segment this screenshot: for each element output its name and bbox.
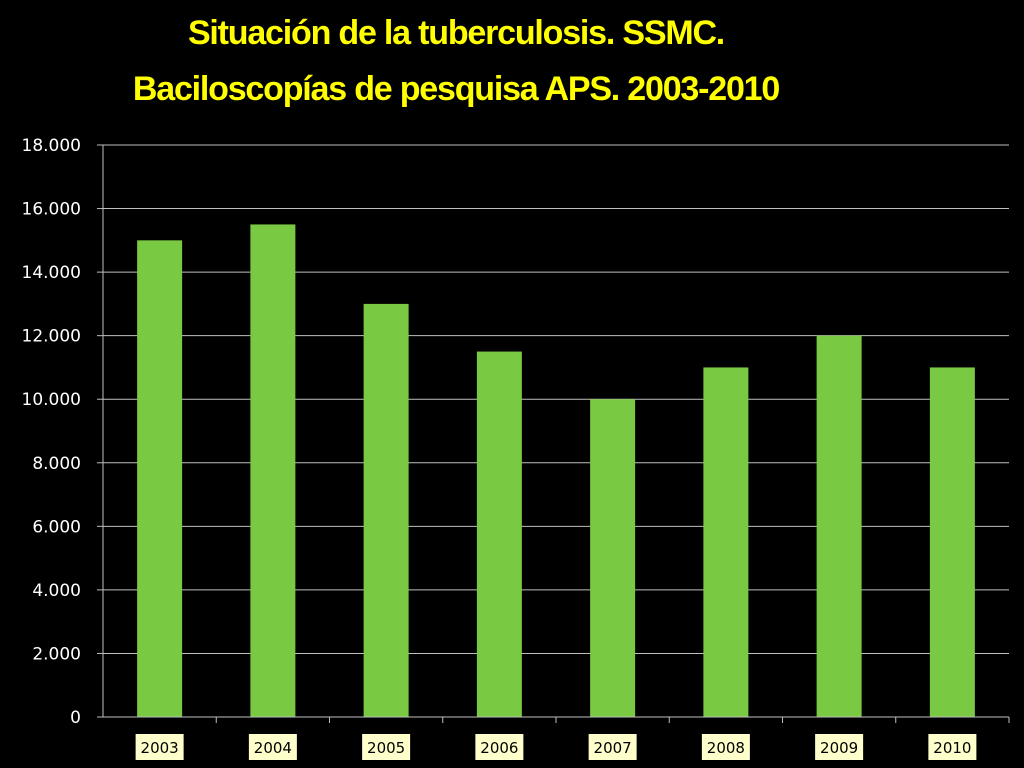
bar-2010 <box>929 367 975 717</box>
y-tick-label: 0 <box>70 708 81 728</box>
x-tick-label: 2009 <box>820 739 858 757</box>
slide-title-line-2: Baciloscopías de pesquisa APS. 2003-2010 <box>132 70 780 108</box>
y-tick-label: 6.000 <box>32 517 81 537</box>
y-tick-label: 16.000 <box>22 200 81 220</box>
x-tick-label: 2010 <box>933 739 971 757</box>
y-tick-label: 18.000 <box>22 136 81 156</box>
bar-2008 <box>703 367 749 717</box>
x-label-box <box>588 734 637 760</box>
y-tick-label: 2.000 <box>32 644 81 664</box>
y-tick-label: 12.000 <box>22 327 81 347</box>
x-label-box <box>475 734 524 760</box>
x-label-box <box>362 734 411 760</box>
gridlines <box>103 144 1009 654</box>
x-label-box <box>815 734 864 760</box>
bar-2003 <box>137 240 183 718</box>
x-label-box <box>928 734 977 760</box>
x-tick-label: 2007 <box>594 739 632 757</box>
y-tick-label: 10.000 <box>22 390 81 410</box>
x-tick-label: 2003 <box>141 739 179 757</box>
x-tick-label: 2008 <box>707 739 745 757</box>
x-label-box <box>701 734 750 760</box>
bar-2007 <box>590 399 636 717</box>
bar-2009 <box>816 335 862 717</box>
bar-2004 <box>250 224 296 717</box>
y-tick-label: 14.000 <box>22 263 81 283</box>
x-label-box <box>135 734 184 760</box>
x-tick-label: 2004 <box>254 739 292 757</box>
x-label-box <box>248 734 297 760</box>
bar-2006 <box>476 351 522 717</box>
y-tick-label: 4.000 <box>32 581 81 601</box>
bars <box>137 224 975 718</box>
slide-title-line-1: Situación de la tuberculosis. SSMC. <box>187 14 725 52</box>
x-tick-label: 2005 <box>367 739 405 757</box>
y-axis: 0 2.000 4.000 6.000 8.000 10.000 12.000 14.000 1… <box>22 136 104 728</box>
bar-2005 <box>363 303 409 717</box>
x-tick-label: 2006 <box>480 739 518 757</box>
y-tick-label: 8.000 <box>32 454 81 474</box>
x-axis: 2003 2004 2005 2006 2007 2008 2009 2010 <box>97 716 1010 760</box>
